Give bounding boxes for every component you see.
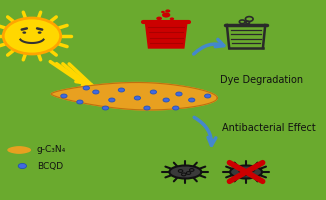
Polygon shape — [51, 82, 217, 110]
Circle shape — [83, 86, 89, 90]
Circle shape — [156, 17, 162, 20]
Circle shape — [61, 94, 67, 98]
Ellipse shape — [170, 166, 201, 178]
Circle shape — [250, 169, 255, 171]
Polygon shape — [145, 22, 187, 48]
Circle shape — [109, 98, 115, 102]
Circle shape — [77, 100, 83, 104]
Text: g-C₃N₄: g-C₃N₄ — [37, 146, 66, 154]
Circle shape — [161, 11, 165, 13]
Circle shape — [247, 172, 251, 174]
Text: Antibacterial Effect: Antibacterial Effect — [222, 123, 315, 133]
Circle shape — [239, 170, 244, 172]
Circle shape — [162, 12, 170, 18]
FancyArrowPatch shape — [194, 39, 224, 54]
Circle shape — [170, 17, 174, 20]
Circle shape — [172, 106, 179, 110]
Circle shape — [188, 98, 195, 102]
Circle shape — [102, 106, 109, 110]
Polygon shape — [8, 147, 30, 153]
Circle shape — [150, 90, 156, 94]
Circle shape — [22, 31, 26, 34]
Circle shape — [176, 92, 182, 96]
Circle shape — [242, 173, 247, 176]
Circle shape — [3, 18, 61, 54]
Text: Dye Degradation: Dye Degradation — [220, 75, 304, 85]
Circle shape — [189, 169, 194, 171]
Circle shape — [182, 173, 186, 176]
Text: BCQD: BCQD — [37, 162, 63, 170]
Circle shape — [93, 90, 99, 94]
Circle shape — [144, 106, 150, 110]
Ellipse shape — [230, 166, 262, 178]
Circle shape — [118, 88, 125, 92]
Circle shape — [165, 9, 170, 13]
Circle shape — [186, 172, 191, 174]
Circle shape — [38, 31, 41, 34]
Circle shape — [178, 170, 183, 172]
Circle shape — [163, 98, 169, 102]
Circle shape — [134, 96, 141, 100]
Circle shape — [204, 94, 211, 98]
FancyArrowPatch shape — [194, 117, 216, 145]
Circle shape — [18, 163, 26, 169]
